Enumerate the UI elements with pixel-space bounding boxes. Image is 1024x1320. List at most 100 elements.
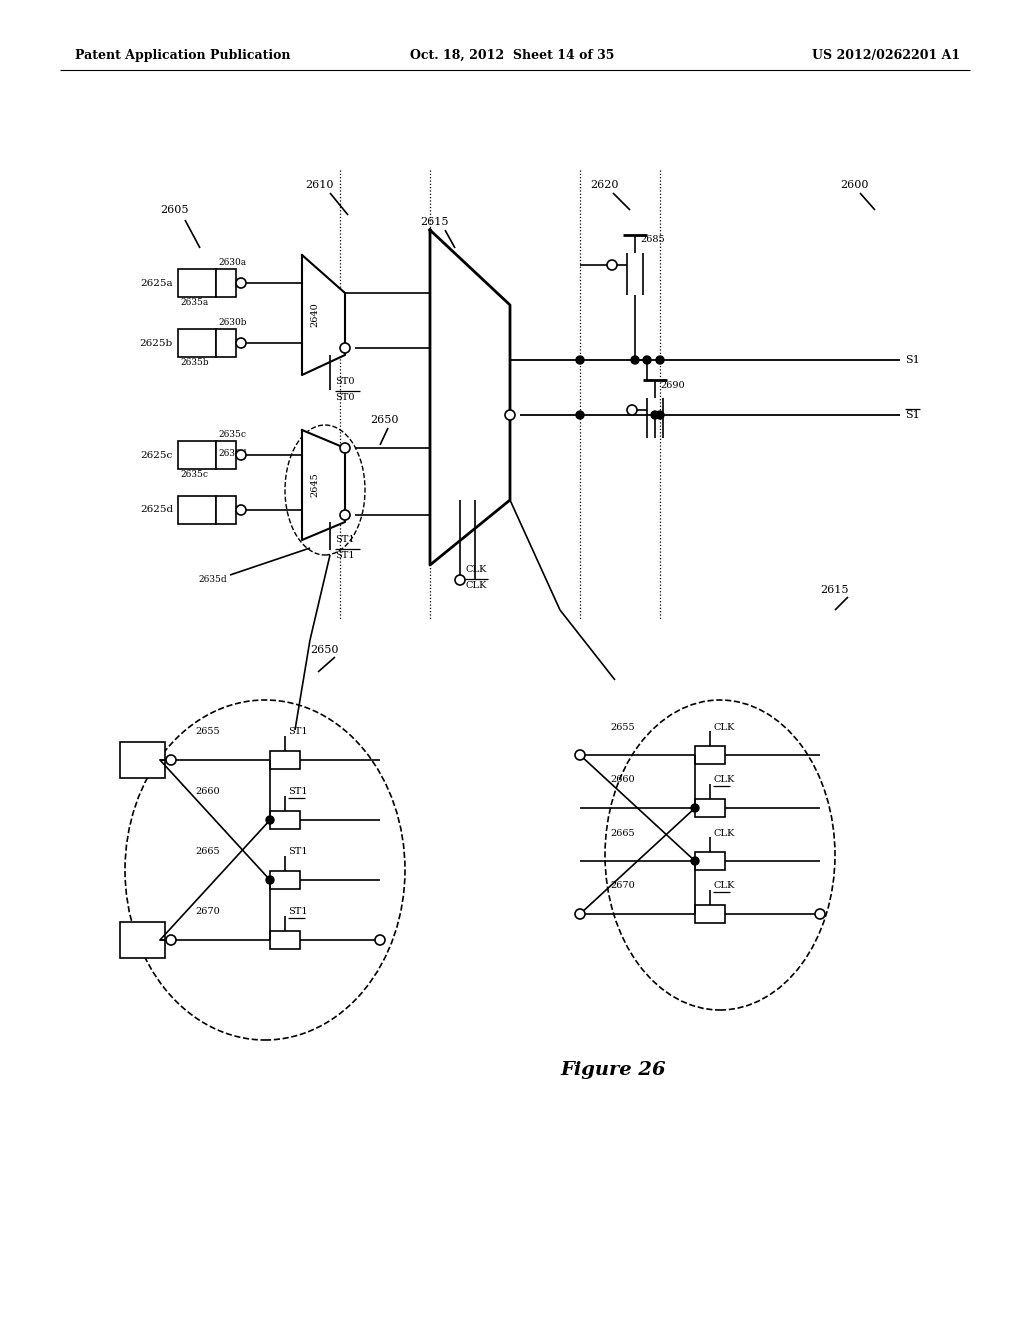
Text: Figure 26: Figure 26 <box>560 1061 666 1078</box>
Circle shape <box>575 356 584 364</box>
Circle shape <box>236 338 246 348</box>
Text: Patent Application Publication: Patent Application Publication <box>75 49 291 62</box>
Circle shape <box>236 450 246 459</box>
Polygon shape <box>430 230 510 565</box>
Text: 2635d: 2635d <box>198 576 226 585</box>
Text: 2690: 2690 <box>660 380 685 389</box>
Text: 2630a: 2630a <box>218 257 246 267</box>
Circle shape <box>815 909 825 919</box>
Circle shape <box>575 909 585 919</box>
Bar <box>695 746 725 764</box>
Circle shape <box>340 444 350 453</box>
Text: ST0: ST0 <box>335 392 354 401</box>
Text: ST0: ST0 <box>335 378 354 387</box>
Text: ST1: ST1 <box>288 847 307 857</box>
Text: 2610: 2610 <box>305 180 334 190</box>
Bar <box>178 441 216 469</box>
Text: 2640: 2640 <box>310 302 319 327</box>
Circle shape <box>691 804 699 812</box>
Circle shape <box>607 260 617 271</box>
Polygon shape <box>302 255 345 375</box>
Text: 2650: 2650 <box>310 645 339 655</box>
Circle shape <box>627 405 637 414</box>
Text: CLK: CLK <box>713 722 734 731</box>
Text: CLK: CLK <box>465 581 486 590</box>
Circle shape <box>656 356 664 364</box>
Text: 2630b: 2630b <box>218 318 247 327</box>
Bar <box>270 931 300 949</box>
Circle shape <box>236 506 246 515</box>
Text: 2670: 2670 <box>196 908 220 916</box>
Text: CLK: CLK <box>713 776 734 784</box>
Text: 2615: 2615 <box>820 585 849 595</box>
Text: 2625c: 2625c <box>140 450 173 459</box>
Text: CLK: CLK <box>713 882 734 891</box>
Bar <box>695 799 725 817</box>
Circle shape <box>631 356 639 364</box>
Polygon shape <box>302 430 345 540</box>
Text: 2665: 2665 <box>610 829 635 837</box>
Circle shape <box>651 411 659 418</box>
Bar <box>270 871 300 888</box>
Text: 2660: 2660 <box>196 788 220 796</box>
Text: 2635c: 2635c <box>218 430 246 440</box>
Bar <box>120 742 165 777</box>
Circle shape <box>236 279 246 288</box>
Text: ST1: ST1 <box>288 908 307 916</box>
Text: CLK: CLK <box>465 565 486 574</box>
Text: 2605: 2605 <box>160 205 188 215</box>
Text: 2630d: 2630d <box>218 449 247 458</box>
Circle shape <box>643 356 651 364</box>
Bar <box>270 810 300 829</box>
Bar <box>178 496 216 524</box>
Circle shape <box>266 876 274 884</box>
Text: S1: S1 <box>905 355 920 366</box>
Bar <box>216 496 236 524</box>
Text: ST1: ST1 <box>335 536 354 544</box>
Circle shape <box>166 755 176 766</box>
Bar <box>216 269 236 297</box>
Bar <box>178 329 216 356</box>
Bar <box>270 751 300 770</box>
Circle shape <box>505 411 515 420</box>
Text: 2635c: 2635c <box>180 470 208 479</box>
Text: 2685: 2685 <box>640 235 665 244</box>
Circle shape <box>340 343 350 352</box>
Text: 2625a: 2625a <box>140 279 173 288</box>
Circle shape <box>166 935 176 945</box>
Bar <box>216 441 236 469</box>
Bar <box>216 329 236 356</box>
Text: ST1: ST1 <box>288 727 307 737</box>
Bar <box>695 906 725 923</box>
Circle shape <box>375 935 385 945</box>
Text: 2650: 2650 <box>370 414 398 425</box>
Circle shape <box>575 411 584 418</box>
Bar <box>120 921 165 958</box>
Text: 2635b: 2635b <box>180 358 209 367</box>
Text: US 2012/0262201 A1: US 2012/0262201 A1 <box>812 49 961 62</box>
Text: Oct. 18, 2012  Sheet 14 of 35: Oct. 18, 2012 Sheet 14 of 35 <box>410 49 614 62</box>
Text: 2655: 2655 <box>610 722 635 731</box>
Text: 2670: 2670 <box>610 882 635 891</box>
Circle shape <box>691 857 699 865</box>
Text: 2620: 2620 <box>590 180 618 190</box>
Bar <box>695 851 725 870</box>
Circle shape <box>575 750 585 760</box>
Circle shape <box>266 816 274 824</box>
Circle shape <box>656 411 664 418</box>
Text: CLK: CLK <box>713 829 734 837</box>
Text: 2635a: 2635a <box>180 298 208 308</box>
Text: 2645: 2645 <box>310 473 319 498</box>
Text: 2625d: 2625d <box>140 506 173 515</box>
Text: 2600: 2600 <box>840 180 868 190</box>
Text: 2615: 2615 <box>420 216 449 227</box>
Text: 2665: 2665 <box>196 847 220 857</box>
Text: 2655: 2655 <box>196 727 220 737</box>
Circle shape <box>455 576 465 585</box>
Circle shape <box>340 510 350 520</box>
Text: ST1: ST1 <box>335 550 354 560</box>
Text: 2660: 2660 <box>610 776 635 784</box>
Text: ST1: ST1 <box>288 788 307 796</box>
Text: 2625b: 2625b <box>139 338 173 347</box>
Text: S1: S1 <box>905 411 920 420</box>
